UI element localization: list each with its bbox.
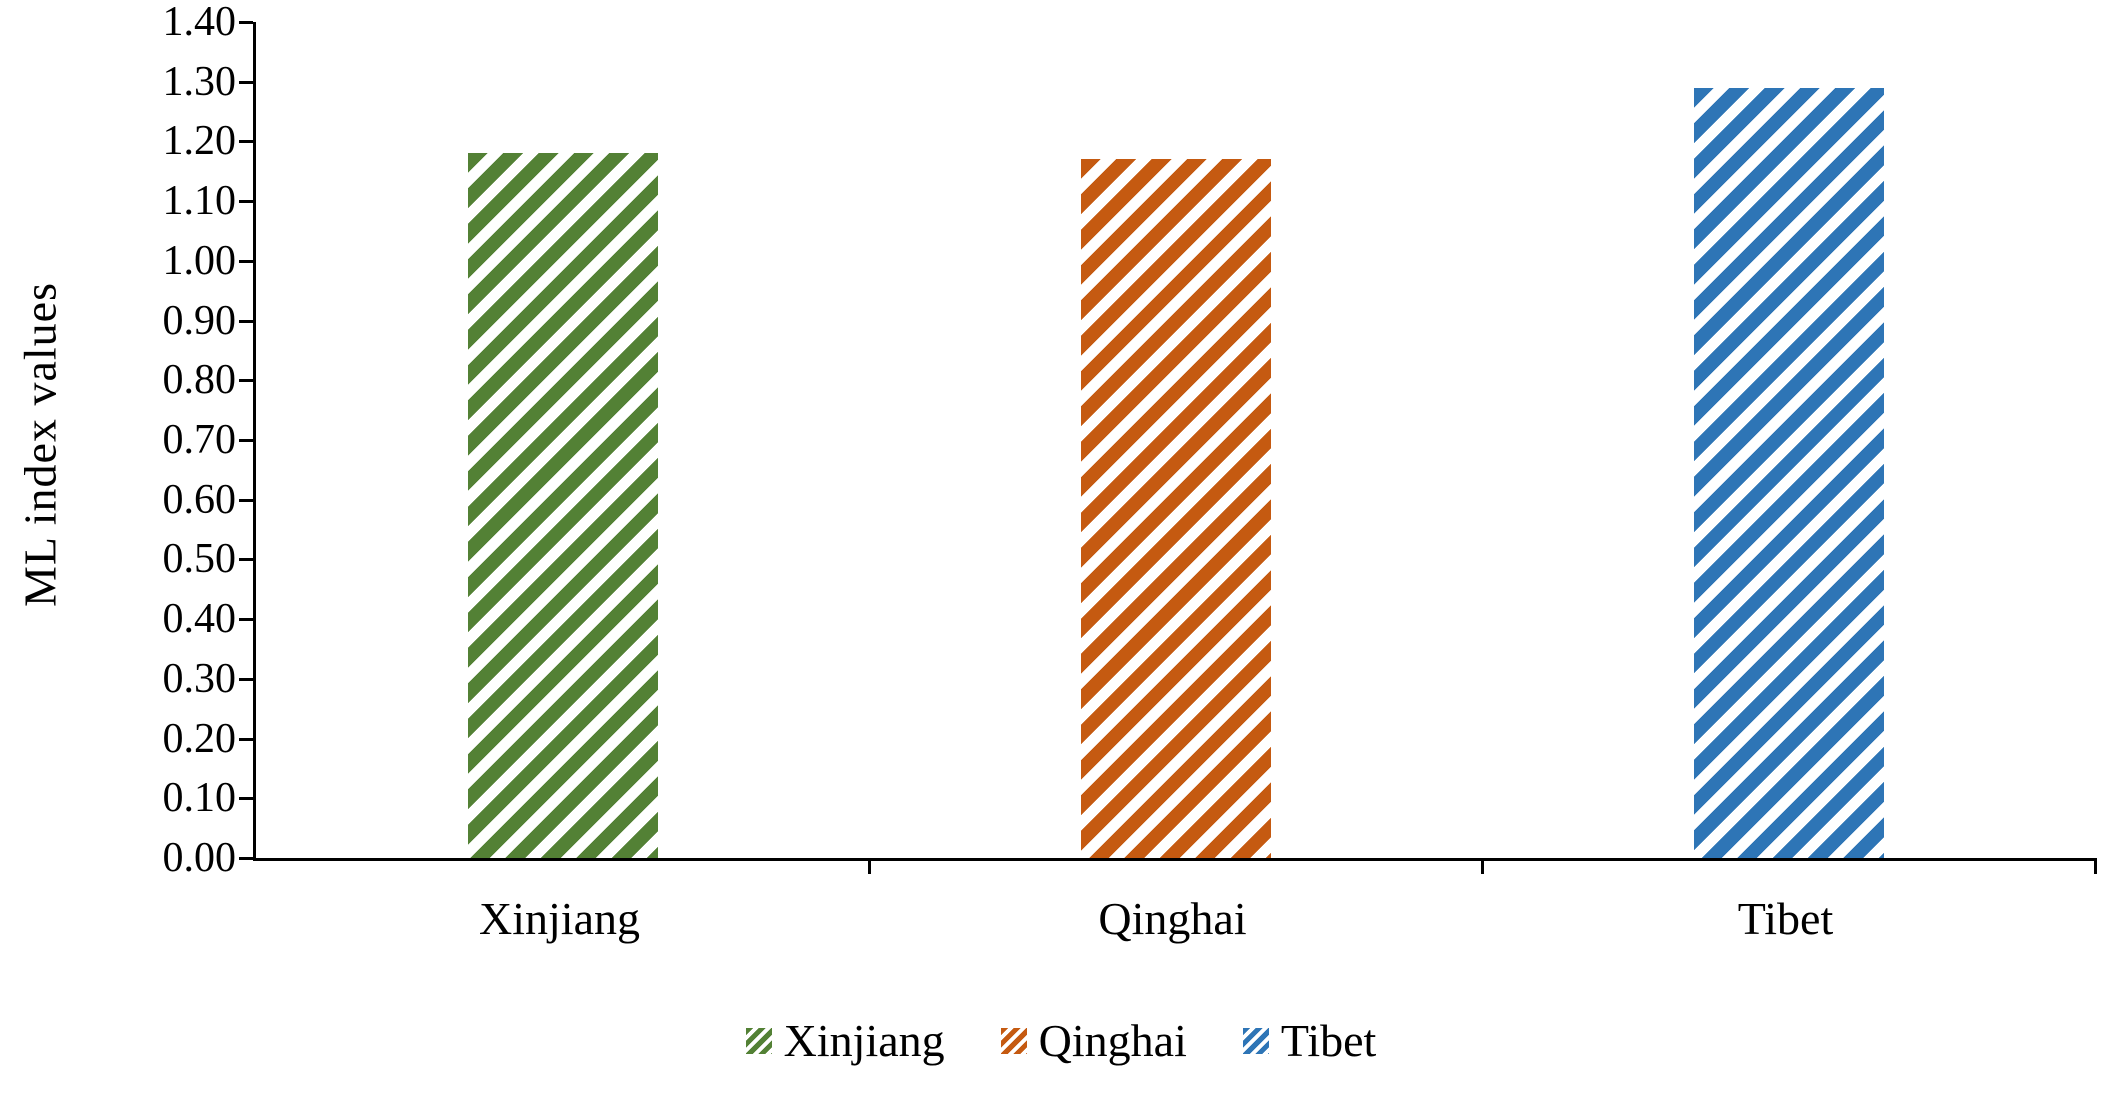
legend-entry-tibet: Tibet: [1242, 1015, 1377, 1066]
y-tick-mark: [239, 379, 253, 383]
y-tick-mark: [239, 618, 253, 622]
y-tick-label: 1.20: [162, 118, 237, 165]
y-tick-label: 0.20: [162, 715, 237, 762]
y-tick-label: 1.00: [162, 237, 237, 284]
legend-marker-qinghai: [1000, 1028, 1027, 1054]
legend-marker-tibet: [1242, 1028, 1269, 1054]
y-tick-label: 0.40: [162, 596, 237, 643]
legend-label: Tibet: [1280, 1015, 1377, 1066]
y-tick-label: 0.70: [162, 417, 237, 463]
y-tick-label: 0.00: [162, 835, 237, 881]
y-tick-label: 1.10: [162, 178, 237, 225]
y-tick-mark: [239, 439, 253, 442]
y-tick-mark: [239, 80, 253, 84]
y-tick-mark: [239, 558, 253, 562]
legend-label: Xinjiang: [783, 1015, 945, 1066]
legend-entry-qinghai: Qinghai: [1000, 1015, 1187, 1066]
y-tick-mark: [239, 140, 253, 144]
y-tick-mark: [239, 797, 253, 801]
x-axis-label-tibet: Tibet: [1737, 893, 1834, 944]
y-tick-label: 1.40: [162, 0, 237, 45]
plot-area: [253, 22, 2097, 874]
y-tick-label: 0.10: [162, 775, 237, 822]
x-axis-label-xinjiang: Xinjiang: [479, 893, 640, 944]
y-tick-mark: [239, 21, 253, 24]
y-tick-label: 0.90: [162, 297, 237, 344]
x-tick-mark: [1480, 858, 1484, 874]
y-tick-mark: [239, 857, 253, 860]
y-axis-title: ML index values: [14, 282, 66, 608]
legend-marker-xinjiang: [745, 1028, 772, 1054]
bar-qinghai: [1080, 159, 1271, 858]
y-tick-mark: [239, 737, 253, 741]
y-tick-label: 0.80: [162, 357, 237, 404]
bar-tibet: [1693, 87, 1884, 858]
y-tick-label: 0.30: [162, 655, 237, 702]
y-tick-label: 0.50: [162, 536, 237, 583]
y-tick-label: 0.60: [162, 476, 237, 523]
x-tick-mark: [867, 858, 871, 874]
legend-label: Qinghai: [1038, 1015, 1187, 1066]
y-tick-mark: [239, 259, 253, 263]
legend: Xinjiang Qinghai Tibet: [0, 1018, 2122, 1064]
x-tick-mark: [2093, 858, 2097, 874]
x-axis-label-qinghai: Qinghai: [1098, 893, 1247, 944]
bar-xinjiang: [467, 153, 658, 858]
y-tick-mark: [239, 677, 253, 681]
y-tick-mark: [239, 319, 253, 323]
y-tick-label: 1.30: [162, 58, 237, 105]
y-tick-mark: [239, 200, 253, 204]
legend-entry-xinjiang: Xinjiang: [745, 1015, 945, 1066]
y-tick-mark: [239, 498, 253, 502]
